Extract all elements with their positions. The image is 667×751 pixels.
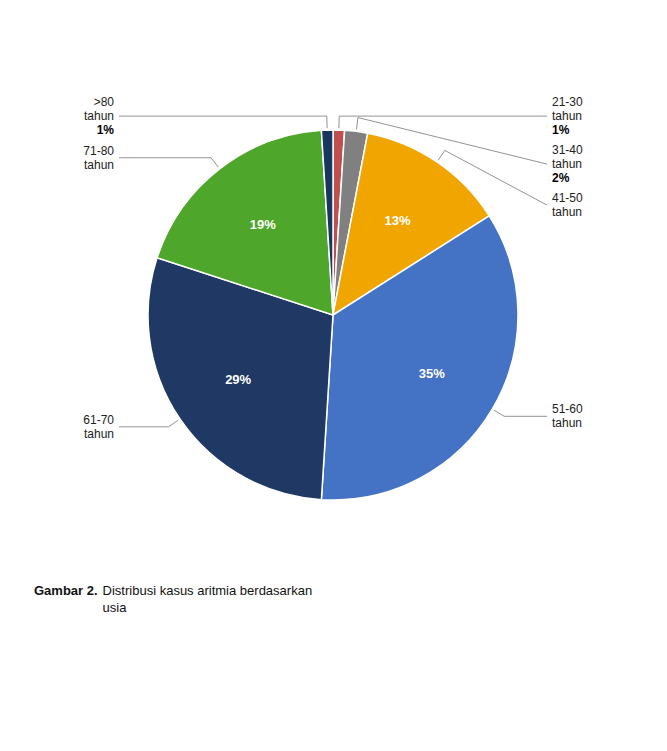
category-label-line: >80 <box>94 95 115 109</box>
leader-line <box>119 116 327 128</box>
category-label-line: tahun <box>552 416 582 430</box>
chart-root: 21-30tahun1%31-40tahun2%41-50tahun13%51-… <box>0 0 667 751</box>
labels: 21-30tahun1%31-40tahun2%41-50tahun13%51-… <box>83 95 583 441</box>
leader-line <box>438 150 547 205</box>
leader-line <box>356 118 547 165</box>
category-label-line: 31-40 <box>552 143 583 157</box>
data-label: 29% <box>225 372 251 387</box>
category-label-line: tahun <box>552 205 582 219</box>
category-label-line: 41-50 <box>552 191 583 205</box>
category-label: 61-70tahun <box>83 413 114 441</box>
data-label: 19% <box>250 217 276 232</box>
category-label-line: tahun <box>552 109 582 123</box>
category-label-line: tahun <box>84 109 114 123</box>
pie-slice <box>321 216 518 500</box>
category-label: 41-50tahun <box>552 191 583 219</box>
category-label-line: 71-80 <box>83 144 114 158</box>
category-label-line: 51-60 <box>552 402 583 416</box>
leader-line <box>339 116 547 128</box>
caption-text-line: Distribusi kasus aritmia berdasarkan <box>103 583 313 598</box>
leader-line <box>494 410 547 416</box>
caption-title: Gambar 2. <box>34 583 98 598</box>
category-label: 21-30tahun <box>552 95 583 123</box>
pie-area: 21-30tahun1%31-40tahun2%41-50tahun13%51-… <box>83 95 583 500</box>
leader-line <box>119 158 218 167</box>
category-label: 71-80tahun <box>83 144 114 172</box>
category-label-line: tahun <box>84 427 114 441</box>
category-label-line: tahun <box>84 158 114 172</box>
pie-slice <box>321 130 333 315</box>
caption: Gambar 2. Distribusi kasus aritmia berdas… <box>34 583 312 615</box>
leader-line <box>119 420 178 427</box>
caption-text-line: usia <box>103 600 128 615</box>
category-label-line: 61-70 <box>83 413 114 427</box>
caption-text: Distribusi kasus aritmia berdasarkan usia <box>103 583 313 615</box>
category-label-line: 21-30 <box>552 95 583 109</box>
slices <box>148 130 518 500</box>
data-label: 1% <box>97 123 115 137</box>
data-label: 35% <box>419 366 445 381</box>
category-label: 51-60tahun <box>552 402 583 430</box>
data-label: 13% <box>384 213 410 228</box>
leader-lines <box>119 116 547 427</box>
data-label: 1% <box>552 123 570 137</box>
category-label: >80tahun <box>84 95 114 123</box>
category-label-line: tahun <box>552 157 582 171</box>
data-label: 2% <box>552 171 570 185</box>
category-label: 31-40tahun <box>552 143 583 171</box>
